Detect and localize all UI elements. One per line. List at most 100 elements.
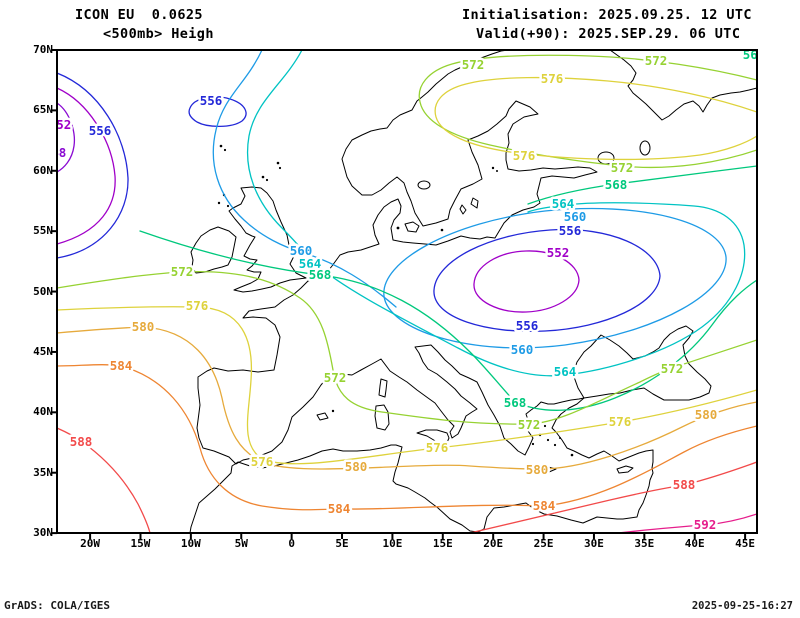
- contour-560-low: [383, 207, 727, 349]
- coast-kola-white-sea: [609, 50, 757, 121]
- contour-value-label: 576: [513, 148, 536, 163]
- lat-tick-label: 45N: [33, 344, 53, 358]
- contour-value-label: 592: [694, 517, 717, 532]
- contour-value-label: 556: [89, 123, 112, 138]
- contour-548: [57, 102, 76, 173]
- coast-turkey-levant-africa: [189, 397, 654, 533]
- lon-tick-label: 5E: [335, 537, 349, 550]
- lon-tick-label: 45E: [735, 537, 756, 550]
- contour-value-label: 580: [695, 407, 718, 422]
- lon-tick-label: 20W: [80, 537, 101, 550]
- lat-tick-label: 65N: [33, 103, 53, 117]
- contour-value-label: 556: [559, 223, 582, 238]
- creation-timestamp: 2025-09-25-16:27: [691, 600, 793, 612]
- contour-value-label: 572: [324, 370, 347, 385]
- contour-value-label: 560: [564, 209, 587, 224]
- coastlines-layer: [189, 50, 757, 533]
- lat-tick-label: 70N: [33, 43, 53, 56]
- grads-credit: GrADS: COLA/IGES: [4, 599, 110, 612]
- contour-value-label: 572: [661, 361, 684, 376]
- contours-layer: [57, 50, 757, 533]
- contour-value-label: 576: [609, 414, 632, 429]
- contour-588-west: [57, 427, 151, 533]
- island-cyprus: [616, 465, 634, 474]
- axis-ticks: [51, 49, 747, 539]
- contour-value-label: 584: [110, 358, 133, 373]
- lat-tick-label: 40N: [33, 405, 53, 419]
- contour-value-label: 568: [309, 267, 332, 282]
- contour-552-low: [473, 250, 580, 313]
- contour-value-label: 576: [186, 298, 209, 313]
- contour-value-label: 580: [345, 459, 368, 474]
- island-corsica: [378, 378, 388, 398]
- contour-value-label: 572: [462, 57, 485, 72]
- contour-576-south: [57, 306, 757, 465]
- lon-tick-label: 15E: [432, 537, 453, 550]
- lon-tick-label: 30E: [584, 537, 604, 550]
- lon-tick-label: 35E: [634, 537, 655, 550]
- map-frame: [56, 49, 758, 534]
- contour-value-label: 572: [518, 417, 541, 432]
- contour-value-label: 552: [49, 117, 72, 132]
- contour-value-label: 564: [554, 364, 577, 379]
- contour-value-label: 572: [611, 160, 634, 175]
- contour-584: [57, 364, 757, 511]
- lat-tick-label: 55N: [33, 224, 53, 238]
- contour-564-hook: [246, 50, 746, 377]
- lon-tick-label: 5W: [234, 537, 248, 550]
- valid-time-label: Valid(+90): 2025.SEP.29. 06 UTC: [476, 26, 741, 42]
- contour-value-label: 572: [645, 53, 668, 68]
- contour-value-label: 564: [299, 256, 322, 271]
- contour-572-south: [57, 270, 757, 425]
- contour-value-label: 564: [552, 196, 575, 211]
- contour-value-label: 588: [673, 477, 696, 492]
- init-time-label: Initialisation: 2025.09.25. 12 UTC: [462, 7, 752, 23]
- contour-value-label: 576: [541, 71, 564, 86]
- contour-568-wrap: [139, 230, 757, 411]
- contour-560-northwest: [212, 50, 397, 308]
- lon-tick-label: 10E: [382, 537, 403, 550]
- contour-value-label: 572: [171, 264, 194, 279]
- island-sicily: [416, 429, 450, 448]
- contour-value-label: 568: [504, 395, 527, 410]
- contour-value-label: 576: [426, 440, 449, 455]
- contour-value-label: 588: [70, 434, 93, 449]
- contour-labels-layer: 5485525525565565565565605605605645645645…: [49, 47, 766, 533]
- lat-tick-label: 60N: [33, 163, 53, 177]
- contour-value-label: 556: [516, 318, 539, 333]
- lon-tick-label: 15W: [130, 537, 151, 550]
- contour-value-label: 560: [511, 342, 534, 357]
- contour-value-label: 556: [200, 93, 223, 108]
- contour-556-low: [433, 228, 661, 333]
- lon-tick-label: 25E: [533, 537, 554, 550]
- lon-tick-label: 10W: [180, 537, 201, 550]
- lat-tick-label: 30N: [33, 526, 53, 540]
- island-crete: [526, 465, 557, 473]
- coast-europe-mainland: [196, 50, 598, 465]
- model-title: ICON EU 0.0625: [75, 7, 203, 23]
- level-title: <500mb> Heigh: [103, 26, 214, 42]
- contour-value-label: 560: [290, 243, 313, 258]
- contour-552-west: [57, 87, 116, 245]
- lake-vanern: [417, 180, 431, 190]
- contour-value-label: 584: [328, 501, 351, 516]
- lon-tick-label: 0: [288, 537, 295, 550]
- island-zealand: [404, 221, 420, 233]
- contour-576-ridge-loop: [434, 76, 757, 161]
- contour-568-north: [527, 165, 757, 205]
- contour-value-label: 580: [132, 319, 155, 334]
- island-gotland: [470, 197, 479, 209]
- coast-italy-balkans: [331, 344, 585, 456]
- coast-great-britain: [228, 186, 307, 293]
- contour-value-label: 568: [743, 47, 766, 62]
- lake-onega: [639, 140, 651, 156]
- coast-black-sea: [572, 325, 712, 401]
- contour-592: [617, 513, 757, 533]
- lon-tick-label: 40E: [684, 537, 705, 550]
- contour-556-norway: [188, 96, 247, 128]
- contour-value-label: 568: [605, 177, 628, 192]
- island-oland: [459, 204, 467, 215]
- contour-value-label: 552: [547, 245, 570, 260]
